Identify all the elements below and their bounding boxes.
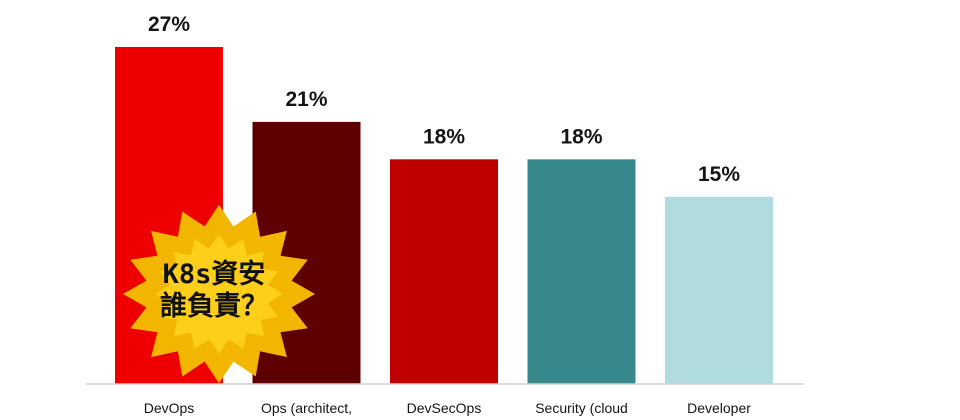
annotation-starburst-badge: K8s資安 誰負責？ xyxy=(123,204,315,384)
value-label-3: 18% xyxy=(560,125,602,148)
annotation-line-1: K8s資安 xyxy=(163,259,266,290)
category-label-1: Ops (architect, xyxy=(261,400,352,416)
bar-2 xyxy=(390,159,498,384)
bar-4 xyxy=(665,196,773,384)
annotation-line-2: 誰負責？ xyxy=(160,290,268,322)
bars-layer xyxy=(115,47,773,384)
category-labels-layer: DevOps Ops (architect, DevSecOps Security (… xyxy=(144,400,752,416)
value-label-2: 18% xyxy=(423,125,465,148)
value-label-1: 21% xyxy=(285,88,327,111)
category-label-0: DevOps xyxy=(144,400,195,416)
bar-3 xyxy=(527,159,636,384)
starburst-inner-shape xyxy=(155,234,283,354)
category-label-3: Security (cloud xyxy=(535,400,628,416)
category-label-2: DevSecOps xyxy=(407,400,482,416)
value-labels-layer: 27% 21% 18% 18% 15% xyxy=(148,13,740,186)
value-label-0: 27% xyxy=(148,13,190,36)
category-label-4: Developer xyxy=(687,400,751,416)
value-label-4: 15% xyxy=(698,163,740,186)
